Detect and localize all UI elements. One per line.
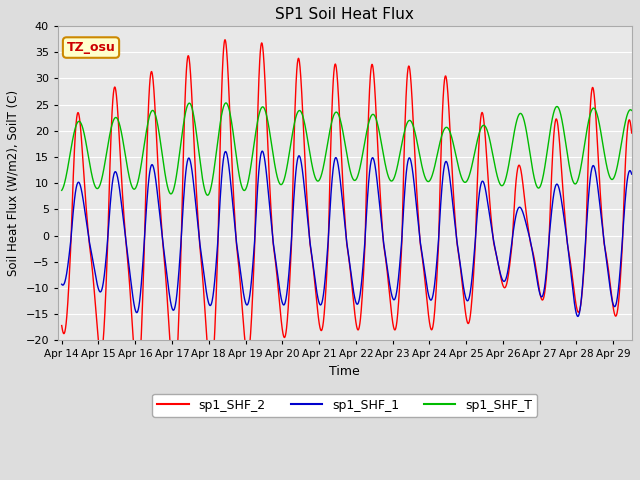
sp1_SHF_T bbox=[222, 100, 230, 106]
sp1_SHF_1 bbox=[556, 186, 563, 192]
sp1_SHF_1 bbox=[123, 244, 131, 250]
sp1_SHF_2 bbox=[556, 138, 563, 144]
sp1_SHF_2 bbox=[58, 323, 65, 328]
sp1_SHF_2 bbox=[617, 269, 625, 275]
sp1_SHF_1 bbox=[259, 148, 266, 154]
sp1_SHF_2 bbox=[123, 247, 131, 253]
sp1_SHF_1 bbox=[276, 291, 284, 297]
Line: sp1_SHF_1: sp1_SHF_1 bbox=[61, 151, 632, 316]
sp1_SHF_2 bbox=[221, 37, 228, 43]
sp1_SHF_1 bbox=[58, 281, 65, 287]
sp1_SHF_T bbox=[276, 181, 284, 187]
sp1_SHF_2 bbox=[628, 130, 636, 136]
sp1_SHF_2 bbox=[276, 312, 284, 318]
sp1_SHF_T bbox=[617, 144, 625, 150]
sp1_SHF_T bbox=[204, 192, 211, 198]
sp1_SHF_2 bbox=[170, 380, 178, 386]
sp1_SHF_T bbox=[556, 107, 563, 113]
Line: sp1_SHF_T: sp1_SHF_T bbox=[61, 103, 632, 195]
sp1_SHF_1 bbox=[301, 192, 309, 198]
Title: SP1 Soil Heat Flux: SP1 Soil Heat Flux bbox=[275, 7, 414, 22]
Text: TZ_osu: TZ_osu bbox=[67, 41, 115, 54]
sp1_SHF_2 bbox=[157, 208, 164, 214]
sp1_SHF_T bbox=[58, 188, 65, 193]
sp1_SHF_T bbox=[301, 124, 309, 130]
sp1_SHF_2 bbox=[301, 165, 309, 171]
sp1_SHF_T bbox=[123, 160, 131, 166]
sp1_SHF_1 bbox=[574, 313, 582, 319]
Legend: sp1_SHF_2, sp1_SHF_1, sp1_SHF_T: sp1_SHF_2, sp1_SHF_1, sp1_SHF_T bbox=[152, 394, 538, 417]
sp1_SHF_1 bbox=[617, 259, 625, 264]
Line: sp1_SHF_2: sp1_SHF_2 bbox=[61, 40, 632, 383]
sp1_SHF_1 bbox=[157, 218, 164, 224]
X-axis label: Time: Time bbox=[330, 365, 360, 378]
sp1_SHF_T bbox=[157, 140, 164, 145]
Y-axis label: Soil Heat Flux (W/m2), SoilT (C): Soil Heat Flux (W/m2), SoilT (C) bbox=[7, 90, 20, 276]
sp1_SHF_1 bbox=[628, 171, 636, 177]
sp1_SHF_T bbox=[628, 108, 636, 113]
